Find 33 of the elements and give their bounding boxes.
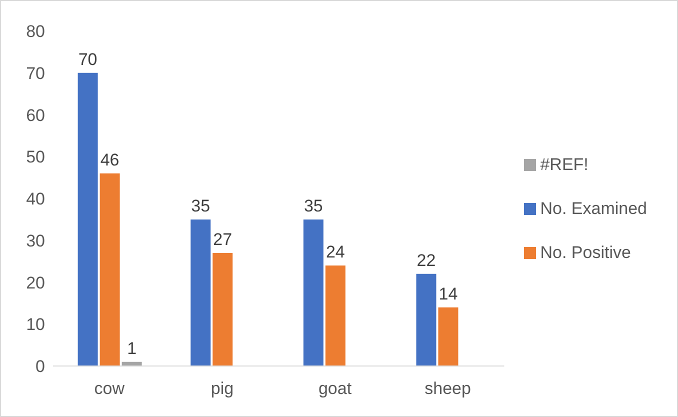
bar xyxy=(212,252,233,366)
y-tick-label: 30 xyxy=(26,231,45,250)
y-tick-label: 40 xyxy=(26,190,45,209)
legend-label: No. Examined xyxy=(540,198,647,218)
bar xyxy=(438,307,458,366)
data-label: 24 xyxy=(326,242,345,262)
y-tick-label: 60 xyxy=(26,106,45,125)
data-label: 35 xyxy=(191,196,210,216)
y-tick-label: 0 xyxy=(36,357,45,376)
data-label: 14 xyxy=(438,284,458,304)
y-tick-label: 10 xyxy=(26,315,45,334)
data-label: 35 xyxy=(304,196,323,216)
x-tick-label: goat xyxy=(318,379,352,398)
bar xyxy=(100,173,120,366)
bar xyxy=(416,274,436,366)
bar xyxy=(325,266,346,366)
data-label: 70 xyxy=(78,50,98,69)
x-tick-label: pig xyxy=(210,379,234,398)
y-tick-label: 50 xyxy=(26,148,45,167)
legend-label: No. Positive xyxy=(540,242,631,262)
data-label: 22 xyxy=(416,250,436,270)
y-tick-label: 70 xyxy=(26,64,45,83)
y-tick-label: 80 xyxy=(26,22,45,42)
legend-label: #REF! xyxy=(540,154,588,174)
data-label: 46 xyxy=(100,150,120,170)
x-tick-label: cow xyxy=(94,379,126,398)
x-tick-label: sheep xyxy=(424,379,471,398)
bar xyxy=(190,219,211,366)
bar xyxy=(303,219,324,366)
data-label: 27 xyxy=(213,230,232,249)
y-tick-label: 20 xyxy=(26,273,45,292)
bar xyxy=(78,72,98,366)
data-label: 1 xyxy=(127,338,137,358)
